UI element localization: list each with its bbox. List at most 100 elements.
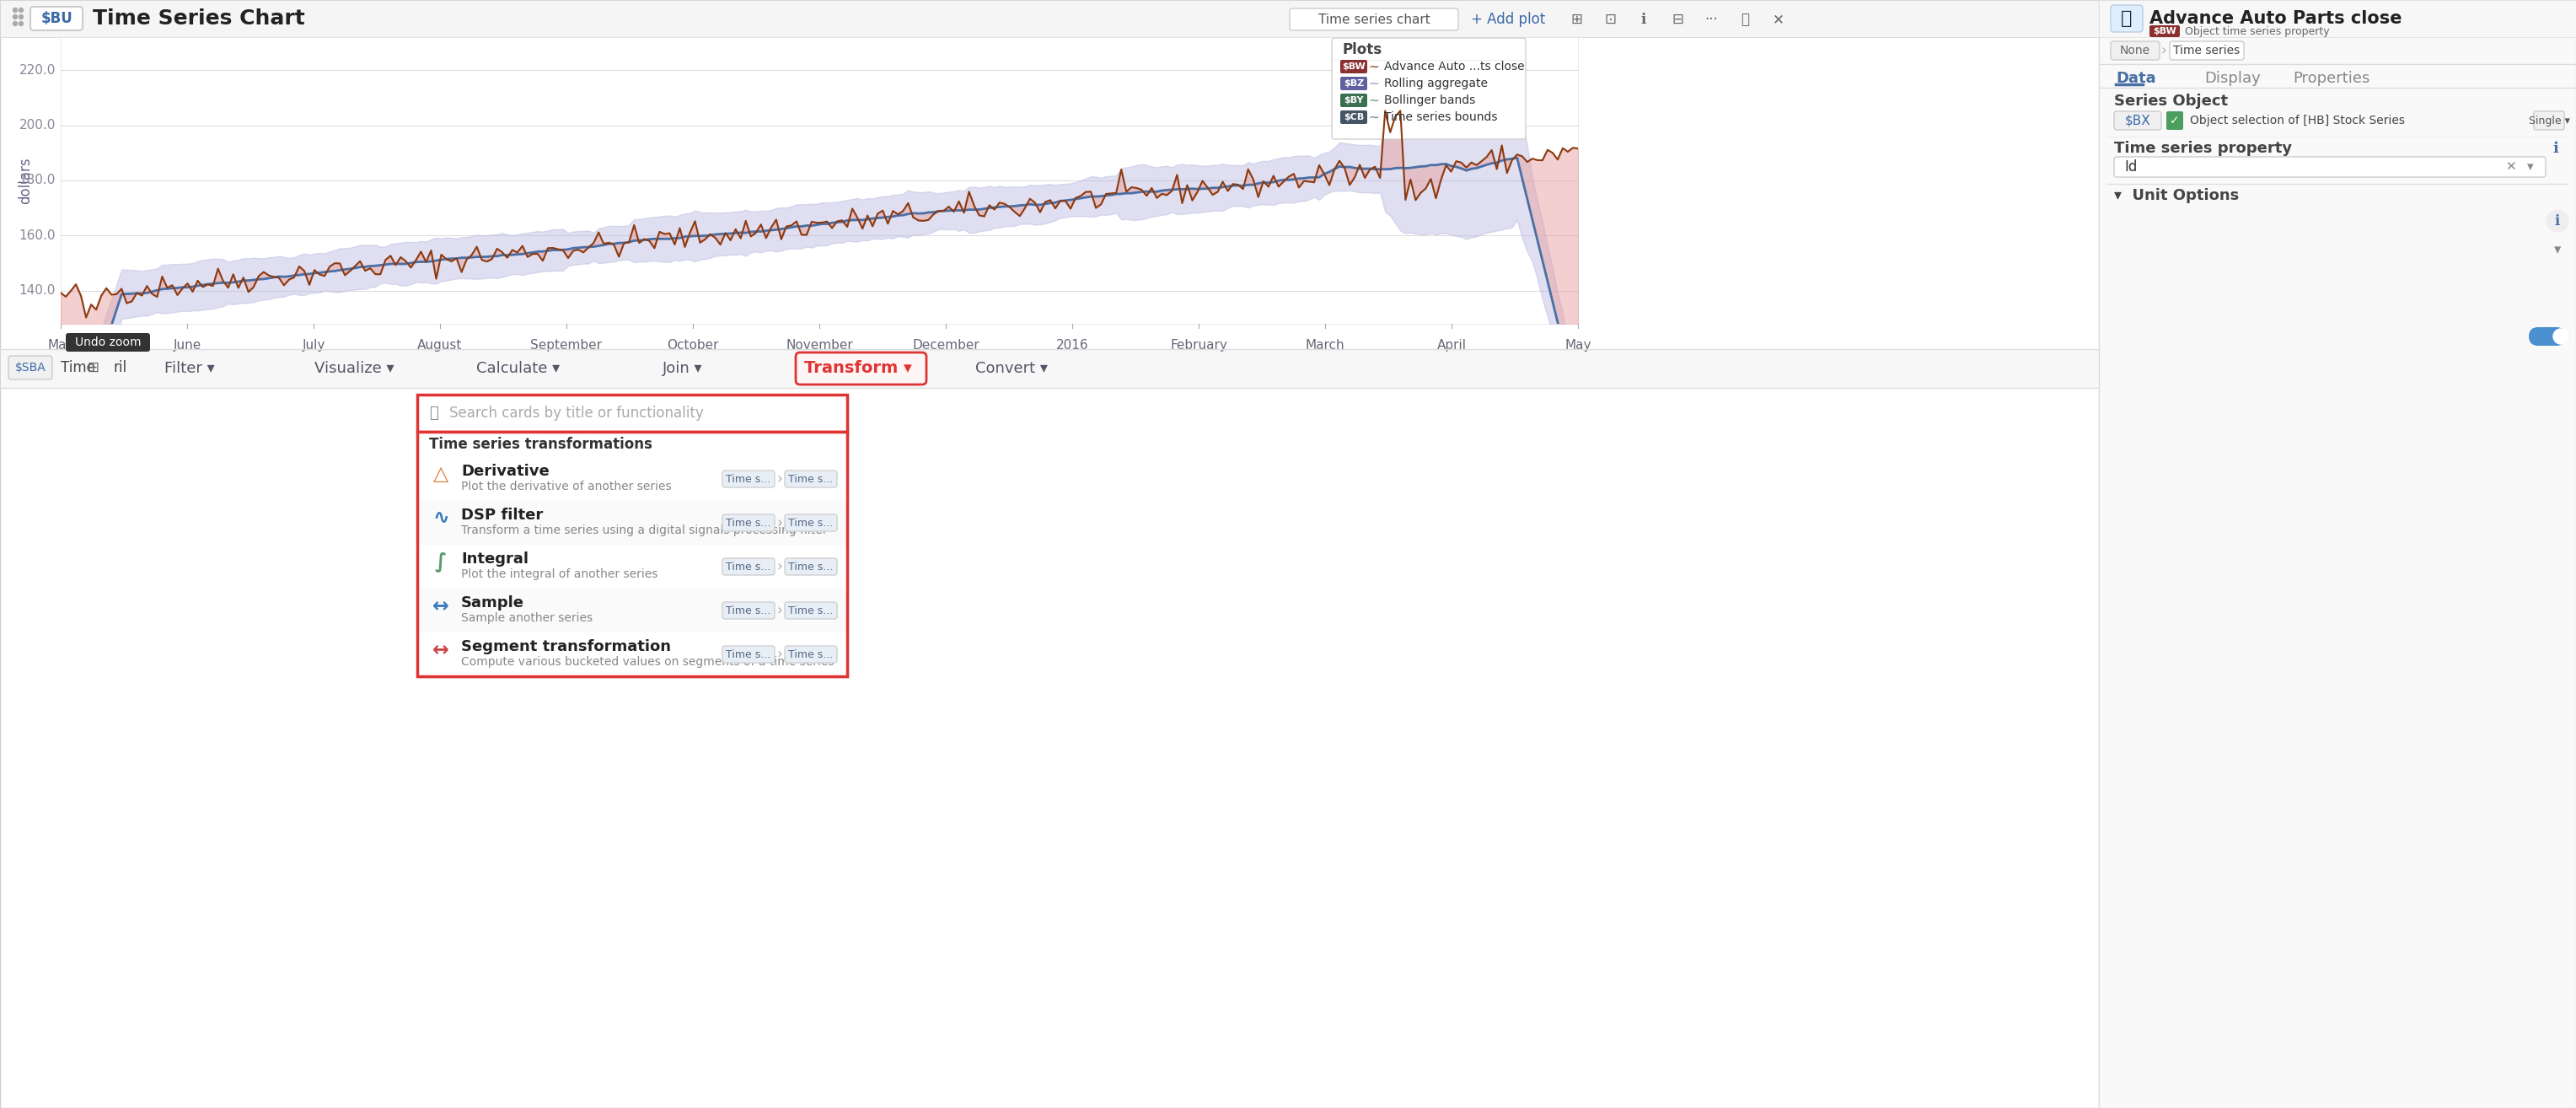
Text: ▾: ▾ (2527, 161, 2535, 173)
Text: Time series bounds: Time series bounds (1383, 111, 1497, 123)
Text: Id: Id (2125, 160, 2138, 175)
FancyBboxPatch shape (2169, 41, 2244, 60)
Text: Time series property: Time series property (2115, 141, 2293, 156)
FancyBboxPatch shape (786, 646, 837, 663)
Text: ›: › (778, 560, 783, 574)
FancyBboxPatch shape (31, 7, 82, 30)
FancyBboxPatch shape (721, 558, 775, 575)
Text: Segment transformation: Segment transformation (461, 639, 670, 655)
Bar (417, 545, 848, 588)
Text: + Add plot: + Add plot (1471, 12, 1546, 27)
FancyBboxPatch shape (2110, 6, 2143, 32)
Bar (0, 0, 2099, 37)
Text: November: November (786, 339, 853, 351)
Circle shape (18, 21, 23, 25)
FancyBboxPatch shape (786, 558, 837, 575)
Text: Time s...: Time s... (788, 517, 835, 529)
Text: $BX: $BX (2125, 114, 2151, 127)
Text: August: August (417, 339, 464, 351)
Text: December: December (912, 339, 979, 351)
Text: $BZ: $BZ (1345, 80, 1363, 88)
Text: Time Series Chart: Time Series Chart (93, 9, 304, 29)
Text: April: April (1437, 339, 1466, 351)
Text: ℹ: ℹ (2555, 214, 2561, 228)
Bar (417, 432, 848, 456)
Text: Object time series property: Object time series property (2184, 25, 2329, 37)
Text: 📈: 📈 (2120, 10, 2133, 27)
Bar (0, 0, 2099, 1108)
Circle shape (2553, 329, 2568, 345)
Text: $BW: $BW (2154, 27, 2177, 35)
Text: Time s...: Time s... (726, 605, 770, 616)
Text: Join ▾: Join ▾ (662, 361, 703, 376)
Text: July: July (301, 339, 325, 351)
Text: Time s...: Time s... (788, 473, 835, 484)
Text: ~: ~ (1368, 94, 1378, 106)
Text: 🔍: 🔍 (430, 406, 438, 421)
Text: Advance Auto Parts close: Advance Auto Parts close (2148, 10, 2401, 27)
Text: $BU: $BU (41, 11, 72, 27)
FancyBboxPatch shape (786, 514, 837, 531)
Text: Visualize ▾: Visualize ▾ (314, 361, 394, 376)
Text: Advance Auto ...ts close: Advance Auto ...ts close (1383, 61, 1525, 72)
Text: △: △ (433, 463, 448, 484)
Text: ∿: ∿ (433, 507, 448, 527)
Text: February: February (1170, 339, 1226, 351)
FancyBboxPatch shape (796, 352, 927, 384)
Bar (420, 397, 850, 679)
Text: Single ▾: Single ▾ (2530, 115, 2571, 126)
Text: ℹ: ℹ (2553, 141, 2558, 156)
FancyBboxPatch shape (2115, 157, 2545, 177)
Text: Transform a time series using a digital signals processing filter: Transform a time series using a digital … (461, 524, 827, 536)
FancyBboxPatch shape (2166, 111, 2184, 130)
Text: ✕: ✕ (1772, 12, 1785, 27)
FancyBboxPatch shape (721, 471, 775, 488)
Text: Time s...: Time s... (726, 649, 770, 660)
Text: Display: Display (2205, 71, 2262, 86)
Text: ▾  Unit Options: ▾ Unit Options (2115, 188, 2239, 203)
Bar (2099, 0, 2576, 1108)
FancyBboxPatch shape (2115, 111, 2161, 130)
Bar (62, 37, 1579, 324)
Text: ›: › (2161, 43, 2166, 59)
Text: Filter ▾: Filter ▾ (165, 361, 214, 376)
Text: Derivative: Derivative (461, 464, 549, 479)
Text: September: September (531, 339, 603, 351)
Text: Plot the derivative of another series: Plot the derivative of another series (461, 481, 672, 492)
Text: ›: › (778, 471, 783, 486)
Text: Sample another series: Sample another series (461, 612, 592, 624)
Text: ~: ~ (1368, 78, 1378, 90)
Text: Rolling aggregate: Rolling aggregate (1383, 78, 1489, 90)
Text: Object selection of [HB] Stock Series: Object selection of [HB] Stock Series (2190, 115, 2406, 126)
Text: ↔: ↔ (433, 639, 448, 659)
Text: ✕: ✕ (2504, 161, 2517, 173)
Text: ›: › (778, 515, 783, 531)
Text: ⊞: ⊞ (1571, 12, 1582, 27)
Text: Time series: Time series (2174, 44, 2241, 57)
Text: ⊡: ⊡ (1605, 12, 1615, 27)
Text: Time s...: Time s... (726, 517, 770, 529)
Text: Transform ▾: Transform ▾ (804, 360, 912, 377)
FancyBboxPatch shape (1340, 60, 1368, 73)
Text: ⛶: ⛶ (1741, 12, 1749, 27)
Text: $SBA: $SBA (15, 361, 46, 373)
Text: Plot the integral of another series: Plot the integral of another series (461, 568, 657, 579)
Text: ~: ~ (1368, 60, 1378, 73)
FancyBboxPatch shape (721, 602, 775, 619)
Text: 140.0: 140.0 (18, 285, 57, 297)
Text: ▾: ▾ (2553, 242, 2561, 257)
FancyBboxPatch shape (1332, 38, 1525, 140)
Text: ›: › (778, 603, 783, 618)
Text: 160.0: 160.0 (18, 229, 57, 242)
Text: Bollinger bands: Bollinger bands (1383, 94, 1476, 106)
FancyBboxPatch shape (786, 602, 837, 619)
Text: Time s...: Time s... (788, 649, 835, 660)
Bar (417, 432, 848, 676)
Text: ℹ: ℹ (1641, 12, 1646, 27)
Text: October: October (667, 339, 719, 351)
Text: ✓: ✓ (2169, 115, 2179, 126)
Text: Time series transformations: Time series transformations (430, 437, 652, 452)
Bar (417, 588, 848, 633)
Text: ›: › (778, 647, 783, 661)
Text: March: March (1306, 339, 1345, 351)
